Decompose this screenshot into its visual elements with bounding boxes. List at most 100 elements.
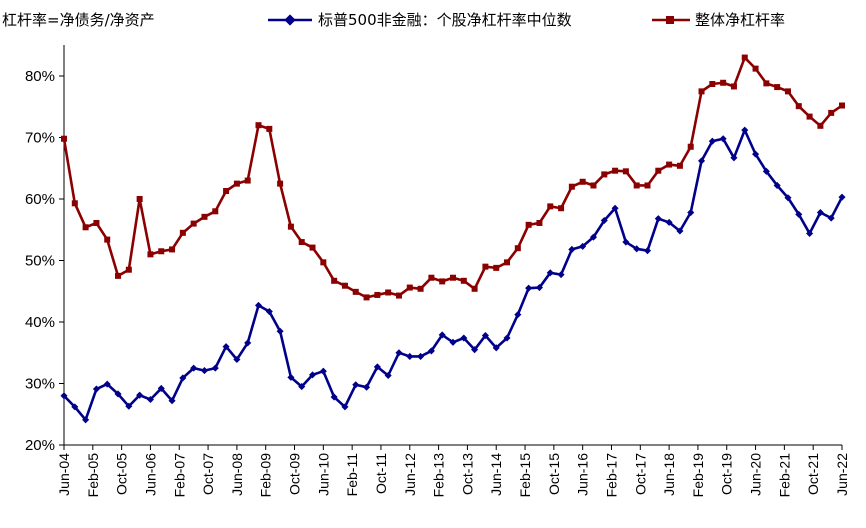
series-2-point (579, 178, 586, 185)
series-2-point (525, 221, 532, 228)
series-2-point (752, 65, 759, 72)
series-2-point (309, 244, 316, 251)
series-1-point (103, 380, 111, 388)
series-2-point (817, 122, 824, 129)
x-tick-label: Oct-21 (805, 453, 821, 495)
series-2-point (471, 285, 478, 292)
series-2-point (763, 80, 770, 87)
series-1-point (557, 271, 565, 279)
x-tick-label: Jun-14 (488, 453, 504, 496)
series-2-point (82, 224, 89, 231)
x-tick-label: Jun-06 (142, 453, 158, 496)
series-1-point (427, 347, 435, 355)
series-1-point (298, 383, 306, 391)
series-1-point (827, 214, 835, 222)
series-2-point (439, 278, 446, 285)
series-1-point (352, 381, 360, 389)
series-2-point (839, 102, 845, 109)
series-1-point (136, 391, 144, 399)
series-2-point (158, 248, 165, 255)
series-2-point (493, 264, 500, 271)
series-2-point (460, 277, 467, 284)
series-1-point (460, 334, 468, 342)
legend: 标普500非金融：个股净杠杆率中位数 整体净杠杆率 (268, 11, 785, 29)
series-1-point (492, 344, 500, 352)
series-2-point (698, 88, 705, 95)
series-1-point (395, 349, 403, 357)
y-tick-label: 20% (25, 437, 55, 454)
series-2-point (341, 282, 348, 289)
x-tick-label: Oct-13 (459, 453, 475, 495)
series-1-point (719, 135, 727, 143)
y-axis-label: 杠杆率=净债务/净资产 (2, 11, 155, 29)
series-1-point (762, 167, 770, 175)
series-1-point (600, 216, 608, 225)
series-2-point (115, 272, 122, 279)
series-1-point (92, 385, 100, 393)
legend-item-series-1: 标普500非金融：个股净杠杆率中位数 (268, 11, 572, 29)
series-1-point (611, 204, 619, 212)
x-tick-label: Oct-11 (373, 453, 389, 494)
legend-item-series-2: 整体净杠杆率 (652, 11, 785, 29)
series-2-point (190, 220, 197, 227)
series-1-point (579, 242, 587, 250)
legend-marker-series-1 (284, 14, 296, 26)
series-1-point (773, 181, 781, 190)
series-2 (61, 54, 845, 301)
x-tick-label: Jun-16 (575, 453, 591, 496)
series-2-point (784, 88, 791, 95)
series-2-point (266, 125, 273, 132)
series-1-point (784, 194, 792, 202)
series-1-point (157, 384, 165, 392)
series-1-point (190, 364, 198, 372)
series-1-point (525, 284, 533, 292)
series-1-point (471, 346, 479, 354)
series-2-point (666, 161, 673, 168)
series-1-point (287, 373, 295, 381)
series-2-point (482, 263, 489, 270)
series-1-point (568, 245, 576, 253)
series-2-point (709, 80, 716, 87)
series-1-point (622, 238, 630, 246)
series-2-point (169, 246, 176, 253)
series-2-point (374, 291, 381, 298)
series-2-point (644, 182, 651, 189)
series-1-point (730, 154, 738, 162)
series-2-point (558, 205, 565, 212)
series-2-point (277, 180, 284, 187)
series-1-point (697, 157, 706, 165)
series-1-point (449, 338, 457, 346)
series-2-point (255, 122, 262, 129)
series-2-point (352, 288, 359, 295)
series-1-point (676, 227, 684, 235)
series-1-point (211, 364, 219, 372)
series-1-point (741, 126, 749, 134)
x-tick-label: Jun-18 (661, 453, 677, 496)
series-2-point (428, 274, 435, 281)
y-tick-label: 80% (25, 68, 55, 85)
series-2-point (622, 168, 629, 175)
y-tick-label: 70% (25, 130, 55, 147)
x-tick-label: Jun-08 (229, 453, 245, 496)
x-tick-label: Jun-12 (402, 453, 418, 496)
series-1-point (179, 374, 187, 382)
series-2-point (244, 177, 251, 184)
series-2-point (568, 183, 575, 190)
x-tick-label: Jun-20 (748, 453, 764, 496)
x-tick-label: Oct-07 (200, 453, 216, 495)
series-1-point (82, 416, 90, 424)
series-1-point (276, 327, 284, 335)
x-tick-label: Jun-04 (56, 453, 72, 496)
series-2-point (287, 223, 294, 230)
series-2-point (741, 54, 748, 61)
series-2-point (655, 167, 662, 174)
x-tick-label: Oct-15 (546, 453, 562, 495)
series-2-point (730, 83, 737, 90)
series-2-point (590, 182, 597, 189)
series-2-point (687, 143, 694, 150)
series-1-point (665, 218, 673, 226)
series-2-point (136, 196, 143, 202)
series-group (60, 54, 846, 424)
series-1-point (114, 390, 122, 398)
